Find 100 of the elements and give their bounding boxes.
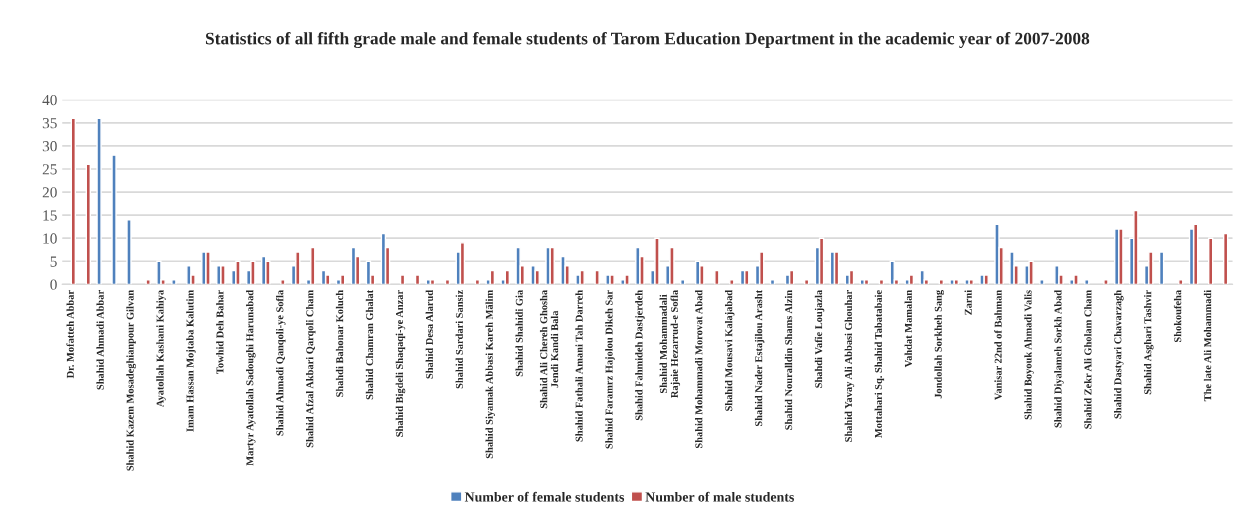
bar <box>908 274 915 285</box>
x-tick-label: Dr. Mofatteh Abbar <box>66 290 74 379</box>
bar <box>340 274 346 285</box>
bar <box>545 246 551 285</box>
bar <box>1084 279 1090 285</box>
bar <box>429 279 436 285</box>
x-tick-label: Shahdi Vafie Loujazla <box>814 290 825 388</box>
bar <box>878 279 885 285</box>
bar <box>938 279 945 285</box>
bar <box>654 237 660 285</box>
bar <box>1103 279 1109 285</box>
bar <box>250 260 256 285</box>
bar <box>220 265 226 285</box>
bar <box>310 246 316 285</box>
y-tick-label: 25 <box>42 164 57 175</box>
x-tick-label: Imam Hassan Mojtaba Kalutim <box>186 290 196 432</box>
x-tick-label: Shahid Afzal Akbari Qarqoli Cham <box>305 290 316 448</box>
x-tick-label: Shahid Nouralldin Shams Alzin <box>784 290 793 430</box>
bar <box>235 260 241 285</box>
bar <box>515 246 521 285</box>
bar <box>549 246 555 285</box>
bar <box>1073 274 1079 285</box>
bar <box>1039 279 1045 285</box>
legend-label: Number of female students <box>464 491 625 502</box>
bar <box>530 265 536 285</box>
bar <box>70 117 77 285</box>
x-tick-label: Shahid Boyouk Ahmadi Valis <box>1024 290 1034 420</box>
x-tick-label: Zarni <box>964 290 972 315</box>
bar <box>474 279 481 285</box>
bar <box>579 269 585 285</box>
bar <box>788 269 795 285</box>
bar <box>205 251 211 285</box>
x-tick-label: Shahid Asghari Tashvir <box>1143 290 1154 395</box>
bar <box>833 251 840 285</box>
bar <box>919 269 925 285</box>
x-tick-label: Shahid Chamran Ghalat <box>365 289 374 400</box>
bar <box>145 279 151 285</box>
bar <box>983 274 989 285</box>
x-tick-label: Shahdi Bahonar Koluch <box>335 290 344 397</box>
x-tick-label: Shahid Shahidi Gia <box>515 290 523 377</box>
legend-label: Number of male students <box>645 491 794 502</box>
x-tick-label: Shahid Mohammadali Rajaie Hezarrud-e Sofla <box>659 290 681 398</box>
x-tick-label: Vahdat Mamalan <box>904 290 912 368</box>
y-tick-label: 30 <box>42 141 57 152</box>
x-tick-label: Shahid Desa Alarud <box>425 290 434 379</box>
bar <box>96 117 102 285</box>
bar <box>265 260 271 285</box>
x-tick-label: Shahid Faramrz Hajolou Dikeh Sar <box>605 290 615 449</box>
bar <box>759 251 765 285</box>
x-tick-label: Shahid Dastyari Chavarzagh <box>1114 290 1124 419</box>
bar <box>1148 251 1154 285</box>
bar <box>624 274 630 285</box>
bar <box>111 154 117 285</box>
bar <box>714 269 720 285</box>
y-tick-label: 15 <box>43 210 57 221</box>
x-tick-label: Shahid Sardari Sansiz <box>455 290 463 389</box>
y-tick-label: 10 <box>43 233 57 244</box>
x-tick-label: Ayatollah Kashani Kahiya <box>156 290 166 408</box>
x-tick-label: Shahid Kazem Mosadeghianpour Gilvan <box>126 290 136 471</box>
bar <box>669 246 675 285</box>
bar <box>680 279 686 285</box>
bar <box>414 274 421 285</box>
bar <box>1222 232 1229 285</box>
bar <box>156 260 162 285</box>
x-tick-label: Shahid Fathali Amani Tah Darreh <box>575 290 583 442</box>
bar <box>126 219 132 285</box>
x-tick-label: Shahid Yavay Ali Abbasi Ghouhar <box>844 290 855 442</box>
bar <box>949 279 955 285</box>
x-tick-label: Vanisar 22nd of Bahman <box>994 290 1002 401</box>
x-tick-label: Shahid Zekr Ali Gholam Cham <box>1084 290 1092 429</box>
bar <box>968 279 974 285</box>
bar <box>594 269 600 285</box>
y-tick-label: 5 <box>50 256 57 267</box>
bar <box>459 242 466 285</box>
bar <box>729 279 735 285</box>
bar <box>1028 260 1034 285</box>
bar <box>1054 265 1060 285</box>
x-tick-label: Shahid Mohammadi Morovat Abad <box>695 290 703 449</box>
x-tick-label: Mottahari Sq. Shahid Tabatabaie <box>874 290 885 438</box>
x-tick-label: Shahid Bigdeli Shaqaqi-ye Anzar <box>395 290 406 437</box>
y-tick-label: 35 <box>42 118 57 129</box>
x-tick-label: The late Ali Mohammadi <box>1203 290 1212 402</box>
x-tick-label: Shahid Nader Estajilou Arasht <box>754 289 765 427</box>
bar <box>1133 209 1139 285</box>
bar <box>1193 223 1199 285</box>
bar <box>186 265 192 285</box>
x-tick-label: Shahid Mousavi Kalajabad <box>724 290 735 411</box>
y-tick-label: 0 <box>50 279 57 290</box>
bar <box>171 279 177 285</box>
bar <box>85 163 91 285</box>
bar <box>1009 251 1015 285</box>
x-tick-label: Shahid Ahmadi Qanqoli-ye Sofla <box>275 290 286 436</box>
bar <box>803 279 810 285</box>
bar <box>699 265 705 285</box>
bar <box>863 279 870 285</box>
x-tick-label: Shahid Siyamak Abbasi Kareh Mālim <box>485 290 495 459</box>
bar <box>1118 228 1124 285</box>
bar <box>953 279 959 285</box>
bar <box>1158 251 1165 285</box>
bar <box>609 274 615 285</box>
